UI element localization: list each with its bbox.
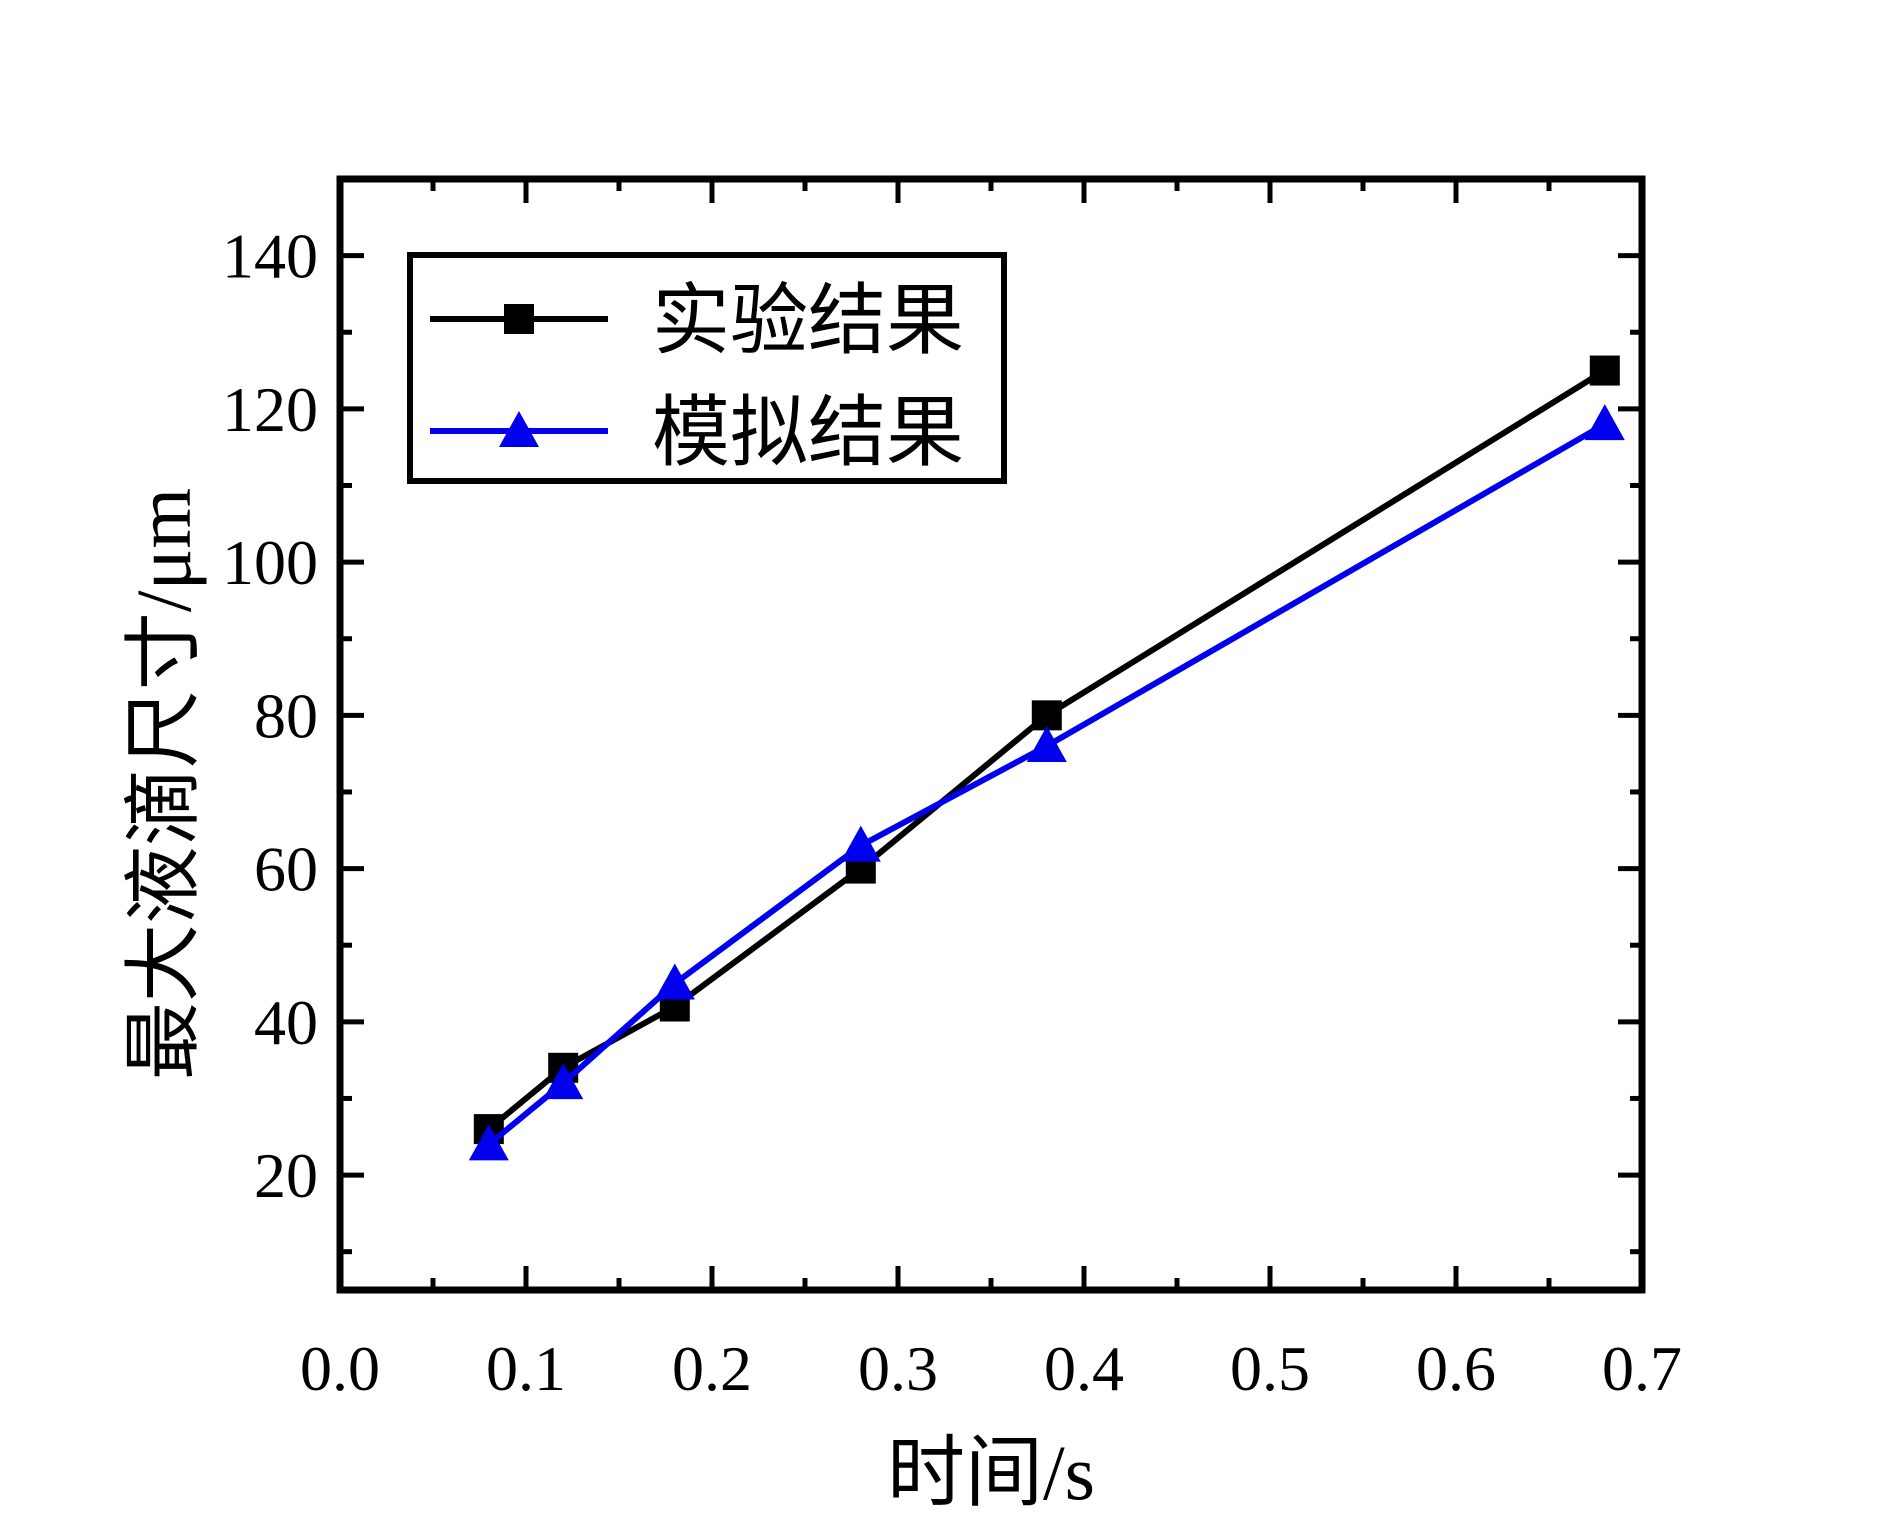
- series-2-point: [1026, 725, 1067, 762]
- legend-label-1: 实验结果: [652, 277, 964, 364]
- x-tick-label: 0.6: [1416, 1333, 1496, 1404]
- x-tick-label: 0.5: [1230, 1333, 1310, 1404]
- x-axis-title: 时间/s: [887, 1429, 1095, 1516]
- series-1-point: [1031, 700, 1062, 731]
- series-2-point: [543, 1063, 584, 1100]
- legend-label-2: 模拟结果: [652, 389, 964, 476]
- y-tick-label: 60: [254, 834, 318, 905]
- x-tick-label: 0.1: [486, 1333, 566, 1404]
- series-2-point: [840, 825, 881, 862]
- y-tick-label: 120: [222, 374, 318, 445]
- x-tick-label: 0.3: [858, 1333, 938, 1404]
- series-2: [468, 404, 1625, 1161]
- x-tick-label: 0.0: [300, 1333, 380, 1404]
- x-tick-label: 0.4: [1044, 1333, 1124, 1404]
- y-tick-label: 40: [254, 987, 318, 1058]
- y-tick-label: 20: [254, 1140, 318, 1211]
- series-1-point: [1589, 355, 1620, 386]
- y-tick-label: 100: [222, 527, 318, 598]
- x-tick-label: 0.7: [1602, 1333, 1682, 1404]
- y-tick-labels: 20 40 60 80 100 120 140: [222, 221, 318, 1211]
- y-tick-label: 80: [254, 680, 318, 751]
- plot-frame: [336, 175, 1646, 1294]
- series-2-point: [654, 963, 695, 1000]
- legend-item-1: 实验结果: [430, 277, 964, 364]
- legend-item-2: 模拟结果: [430, 389, 964, 476]
- data-series: [468, 355, 1625, 1161]
- series-2-point: [1584, 404, 1625, 441]
- legend-marker-2: [499, 411, 539, 447]
- legend-marker-1: [504, 304, 534, 334]
- x-tick-labels: 0.0 0.1 0.2 0.3 0.4 0.5 0.6 0.7: [300, 1333, 1682, 1404]
- y-tick-label: 140: [222, 221, 318, 292]
- series-2-point: [468, 1124, 509, 1161]
- x-tick-label: 0.2: [672, 1333, 752, 1404]
- y-axis-title: 最大液滴尺寸/μm: [120, 488, 207, 1080]
